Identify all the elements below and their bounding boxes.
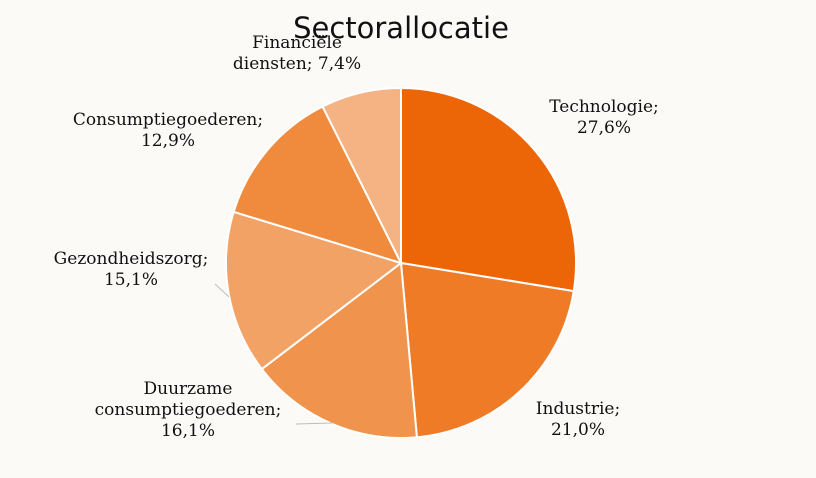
slice-label-gezondheidszorg: Gezondheidszorg; 15,1% xyxy=(54,249,209,290)
pie-slice-financi-le-diensten xyxy=(321,86,402,264)
slice-label-industrie: Industrie; 21,0% xyxy=(536,399,620,440)
pie-slice-industrie xyxy=(399,261,575,439)
leader-line-duurzame xyxy=(295,422,334,425)
slice-label-consumptiegoederen: Consumptiegoederen; 12,9% xyxy=(73,110,263,151)
slice-label-duurzame-consumptiegoederen: Duurzame consumptiegoederen; 16,1% xyxy=(95,379,282,441)
pie-slice-consumptiegoederen xyxy=(232,105,403,265)
pie-slice-gezondheidszorg xyxy=(225,210,404,371)
leader-lines xyxy=(214,283,334,425)
chart-title: Sectorallocatie xyxy=(293,11,509,45)
leader-line-gezondheidszorg xyxy=(214,283,230,298)
pie-slices xyxy=(225,86,577,439)
pie-slice-technologie xyxy=(400,86,577,293)
slice-label-financi-le-diensten: Financiële diensten; 7,4% xyxy=(233,33,361,74)
slice-labels: Technologie; 27,6% Industrie; 21,0% Duurzame… xyxy=(54,33,659,441)
slice-label-technologie: Technologie; 27,6% xyxy=(549,97,659,138)
